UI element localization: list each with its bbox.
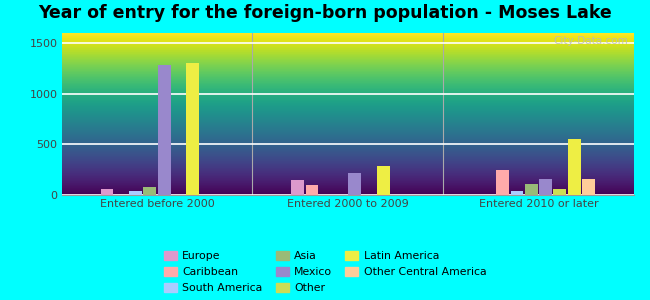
- Bar: [510, 191, 523, 195]
- Bar: [553, 189, 566, 195]
- Bar: [567, 139, 580, 195]
- Bar: [496, 170, 509, 195]
- Legend: Europe, Caribbean, South America, Asia, Mexico, Other, Latin America, Other Cent: Europe, Caribbean, South America, Asia, …: [159, 246, 491, 298]
- Bar: [377, 166, 390, 195]
- Bar: [144, 188, 157, 195]
- Bar: [306, 185, 318, 195]
- Bar: [291, 180, 304, 195]
- Bar: [582, 179, 595, 195]
- Bar: [348, 173, 361, 195]
- Bar: [525, 184, 538, 195]
- Bar: [101, 189, 114, 195]
- Bar: [158, 65, 171, 195]
- Bar: [129, 191, 142, 195]
- Text: Year of entry for the foreign-born population - Moses Lake: Year of entry for the foreign-born popul…: [38, 4, 612, 22]
- Bar: [187, 63, 200, 195]
- Text: City-Data.com: City-Data.com: [553, 36, 628, 46]
- Bar: [539, 179, 552, 195]
